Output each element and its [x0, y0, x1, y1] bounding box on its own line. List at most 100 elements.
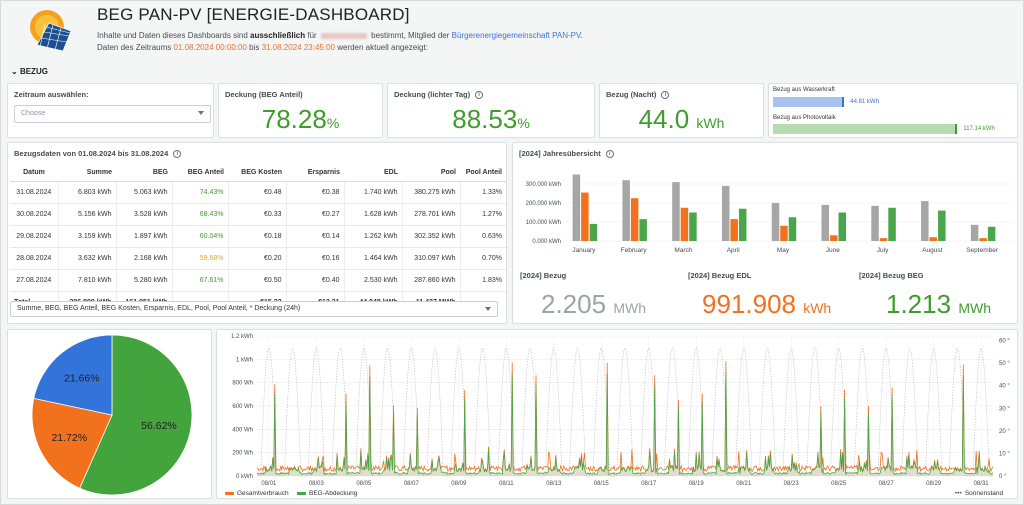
bar: [581, 192, 589, 241]
y-tick-label: 800 Wh: [232, 381, 253, 387]
info-icon[interactable]: i: [605, 150, 614, 159]
table-cell: 278.701 kWh: [402, 203, 461, 226]
table-cell: €0.18: [228, 225, 287, 248]
y-tick-label: 0 kWh: [236, 474, 253, 480]
table-cell: 68.43%: [172, 203, 229, 226]
x-tick-label: 08/05: [356, 481, 372, 487]
table-cell: 2.168 kWh: [116, 247, 173, 270]
stat-beg-anteil: Deckung (BEG Anteil) 78.28%: [218, 83, 383, 138]
bar: [780, 225, 788, 241]
verbrauch-time-series: 0 kWh 200 Wh 400 Wh 600 Wh 800 Wh 1 kWh 1.2 kW…: [231, 334, 1010, 487]
table-cell: 1.740 kWh: [344, 181, 403, 204]
bar: [639, 219, 647, 241]
table-cell: 3.159 kWh: [58, 225, 117, 248]
table-cell: 3.632 kWh: [58, 247, 117, 270]
bar: [970, 224, 979, 241]
table-cell: €0.40: [286, 269, 345, 292]
pie-label: 56.62%: [141, 420, 177, 432]
x-tick-label: April: [727, 247, 741, 254]
zeitraum-select[interactable]: Choose: [14, 105, 211, 123]
table-header[interactable]: BEG Kosten: [228, 164, 286, 182]
y2-tick-label: 20 °: [999, 429, 1010, 435]
summary-beg-value: 1.213 MWh: [886, 289, 991, 319]
info-icon[interactable]: i: [661, 91, 670, 100]
table-row: 28.08.2024 3.632 kWh 2.168 kWh 59.68% €0.20 €…: [10, 247, 506, 270]
x-tick-label: 08/13: [546, 481, 562, 487]
table-cell: 1.83%: [460, 269, 506, 292]
column-filter-select[interactable]: Summe, BEG, BEG Anteil, BEG Kosten, Ersp…: [10, 301, 498, 317]
x-tick-label: 08/23: [784, 481, 800, 487]
timeseries-panel: 0 kWh 200 Wh 400 Wh 600 Wh 800 Wh 1 kWh 1.2 kW…: [216, 329, 1018, 499]
table-cell: 302.352 kWh: [402, 225, 461, 248]
table-header[interactable]: EDL: [344, 164, 402, 182]
y-tick-label: 1.2 kWh: [231, 334, 253, 340]
bar: [830, 235, 838, 241]
bezugsdaten-table: Datum Summe BEG BEG Anteil BEG Kosten Ersparn…: [10, 164, 506, 313]
zeitraum-panel: Zeitraum auswählen: Choose: [7, 83, 214, 138]
y-tick-label: 1 kWh: [236, 357, 253, 363]
bar: [589, 223, 598, 241]
y2-tick-label: 0 °: [999, 474, 1007, 480]
table-cell: 29.08.2024: [10, 225, 59, 248]
page-title: BEG PAN-PV [ENERGIE-DASHBOARD]: [97, 5, 410, 24]
bar: [721, 185, 730, 241]
bar: [879, 238, 888, 241]
bar: [921, 201, 929, 241]
y-tick-label: 300.000 kWh: [526, 182, 561, 188]
y2-tick-label: 10 °: [999, 451, 1010, 457]
deckung-pie-chart: 56.62% 21.72% 21.66%: [31, 334, 193, 496]
table-cell: €0.14: [286, 225, 345, 248]
pie-panel: 56.62% 21.72% 21.66%: [7, 329, 212, 499]
community-link[interactable]: Bürgerenergiegemeinschaft PAN-PV: [451, 31, 581, 40]
table-header[interactable]: BEG Anteil: [172, 164, 228, 182]
info-line-2: Daten des Zeitraums 01.08.2024 00:00:00 …: [97, 43, 428, 52]
table-header[interactable]: Ersparnis: [286, 164, 344, 182]
table-cell: €0.27: [286, 203, 345, 226]
y-tick-label: 200 Wh: [232, 451, 253, 457]
bar: [888, 207, 896, 241]
pie-slice: [31, 397, 113, 489]
legend-gesamtverbrauch[interactable]: Gesamtverbrauch: [225, 490, 289, 497]
pie-slice: [33, 334, 113, 416]
x-tick-label: 08/31: [974, 481, 990, 487]
table-cell: 31.08.2024: [10, 181, 59, 204]
info-icon[interactable]: i: [475, 91, 484, 100]
stat-value: 88.53%: [452, 104, 530, 134]
y-tick-label: 600 Wh: [232, 404, 253, 410]
x-tick-label: March: [674, 247, 692, 254]
legend-beg-abdeckung[interactable]: BEG-Abdeckung: [297, 490, 357, 497]
table-header[interactable]: BEG: [116, 164, 172, 182]
bezug-quellen-panel: Bezug aus Wasserkraft 44.81 kWh Bezug au…: [768, 83, 1018, 138]
table-cell: 1.897 kWh: [116, 225, 173, 248]
legend-sonnenstand[interactable]: ••• Sonnenstand: [955, 490, 1004, 497]
info-icon[interactable]: i: [173, 150, 182, 159]
x-tick-label: September: [966, 247, 999, 254]
bar: [979, 238, 987, 241]
table-cell: 59.68%: [172, 247, 229, 270]
table-header[interactable]: Pool Anteil: [460, 164, 506, 182]
bar: [630, 198, 639, 241]
table-header[interactable]: Pool: [402, 164, 460, 182]
summary-edl-value: 991.908 kWh: [702, 289, 832, 319]
x-tick-label: 08/17: [641, 481, 657, 487]
x-tick-label: June: [826, 247, 840, 254]
y2-tick-label: 60 °: [999, 339, 1010, 345]
pie-label: 21.72%: [51, 432, 87, 444]
row-toggle-bezug[interactable]: ⌄ BEZUG: [11, 67, 48, 76]
y2-tick-label: 40 °: [999, 384, 1010, 390]
summary-bezug-value: 2.205 MWh: [541, 289, 646, 319]
redacted-name: [320, 32, 367, 39]
x-tick-label: May: [777, 247, 790, 254]
table-header[interactable]: Datum: [10, 164, 58, 182]
bar: [680, 207, 689, 241]
x-tick-label: 08/01: [261, 481, 277, 487]
info-line-1: Inhalte und Daten dieses Dashboards sind…: [97, 31, 583, 40]
x-tick-label: 08/19: [689, 481, 705, 487]
table-cell: 5.280 kWh: [116, 269, 173, 292]
table-header[interactable]: Summe: [58, 164, 116, 182]
x-tick-label: 08/25: [831, 481, 847, 487]
table-row: 31.08.2024 6.803 kWh 5.063 kWh 74.43% €0.48 €…: [10, 181, 506, 204]
table-cell: 1.464 kWh: [344, 247, 403, 270]
bar: [672, 182, 680, 241]
